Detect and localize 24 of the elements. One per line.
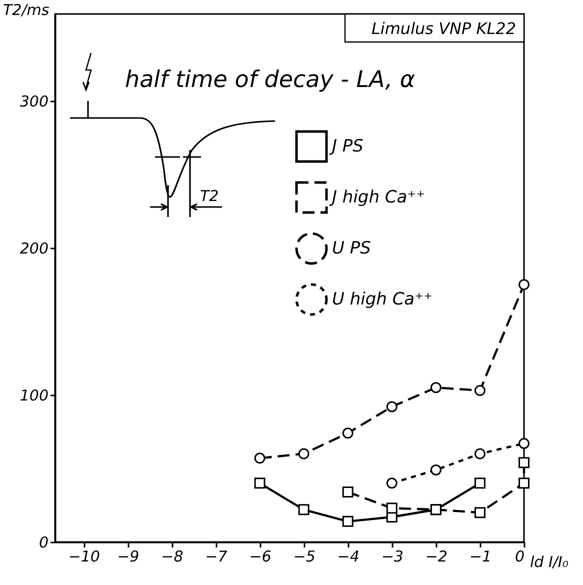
annotation: T2 — [200, 187, 219, 205]
x-tick-label: −7 — [205, 548, 228, 566]
y-tick-label: 200 — [20, 239, 48, 258]
x-tick-label: 0 — [514, 548, 524, 566]
x-tick-label: −3 — [381, 548, 404, 566]
legend-label: U PS — [332, 238, 372, 258]
x-tick-label: −9 — [117, 548, 140, 566]
legend-label: U high Ca⁺⁺ — [332, 290, 433, 310]
x-tick-label: −8 — [161, 548, 184, 566]
x-tick-label: −1 — [469, 548, 492, 566]
legend-label: J high Ca⁺⁺ — [329, 188, 426, 208]
x-tick-label: −6 — [249, 548, 272, 566]
legend-label: J PS — [329, 136, 364, 156]
x-tick-label: −4 — [337, 548, 360, 566]
y-tick-label: 100 — [20, 386, 48, 404]
text: half time of decay - LA, α — [125, 67, 416, 93]
x-tick-label: −2 — [425, 548, 448, 566]
x-axis-title: ld I/I₀ — [530, 553, 568, 571]
y-tick-label: 0 — [38, 534, 48, 552]
x-tick-label: −10 — [68, 548, 100, 566]
x-tick-label: −5 — [293, 548, 316, 566]
y-axis-title: T2/ms — [3, 1, 50, 19]
chart-subtitle: Limulus VNP KL22 — [371, 19, 516, 38]
y-tick-label: 300 — [20, 92, 48, 110]
